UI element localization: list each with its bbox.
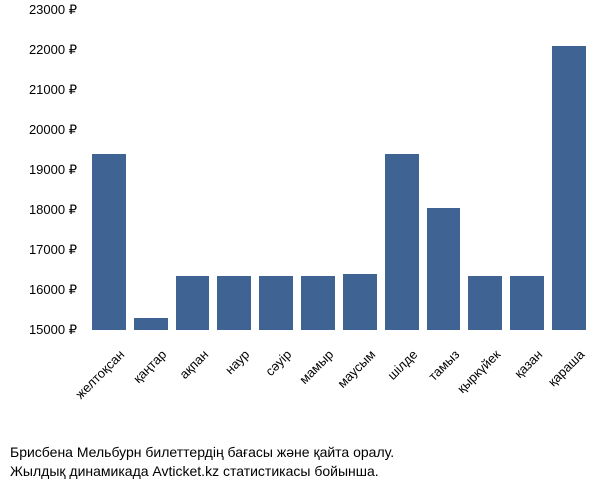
x-tick-label: қыркүйек: [478, 332, 502, 356]
bar: [217, 276, 251, 330]
caption-line-2: Жылдық динамикада Avticket.kz статистика…: [10, 462, 600, 482]
bar: [134, 318, 168, 330]
y-axis: 15000 ₽16000 ₽17000 ₽18000 ₽19000 ₽20000…: [10, 10, 85, 330]
bar: [259, 276, 293, 330]
x-tick-label: қаңтар: [144, 332, 168, 356]
x-tick-label: қазан: [520, 332, 544, 356]
bar: [468, 276, 502, 330]
x-tick-label: ақпан: [186, 332, 210, 356]
y-tick-label: 21000 ₽: [29, 82, 77, 98]
x-tick-label: қараша: [562, 332, 586, 356]
y-tick-label: 23000 ₽: [29, 2, 77, 18]
x-tick-label: маусым: [353, 332, 377, 356]
bar: [176, 276, 210, 330]
chart-caption: Брисбена Мельбурн билеттердің бағасы жән…: [10, 443, 600, 482]
y-tick-label: 16000 ₽: [29, 282, 77, 298]
bar: [92, 154, 126, 330]
y-tick-label: 15000 ₽: [29, 322, 77, 338]
x-tick-label: наур: [227, 332, 251, 356]
caption-line-1: Брисбена Мельбурн билеттердің бағасы жән…: [10, 443, 600, 463]
bar: [427, 208, 461, 330]
plot-area: [88, 10, 590, 330]
x-tick-label: желтоқсан: [102, 332, 126, 356]
x-tick-label: тамыз: [437, 332, 461, 356]
bar: [301, 276, 335, 330]
bars-group: [88, 10, 590, 330]
bar: [385, 154, 419, 330]
y-tick-label: 22000 ₽: [29, 42, 77, 58]
bar: [343, 274, 377, 330]
x-tick-label: сәуір: [269, 332, 293, 356]
y-tick-label: 17000 ₽: [29, 242, 77, 258]
y-tick-label: 19000 ₽: [29, 162, 77, 178]
bar: [510, 276, 544, 330]
y-tick-label: 18000 ₽: [29, 202, 77, 218]
x-tick-label: мамыр: [311, 332, 335, 356]
bar: [552, 46, 586, 330]
y-tick-label: 20000 ₽: [29, 122, 77, 138]
x-tick-label: шілде: [395, 332, 419, 356]
price-chart: 15000 ₽ 16000 ₽ 17000 ₽ 18000 ₽ 19000 ₽ 20000…: [10, 10, 590, 400]
